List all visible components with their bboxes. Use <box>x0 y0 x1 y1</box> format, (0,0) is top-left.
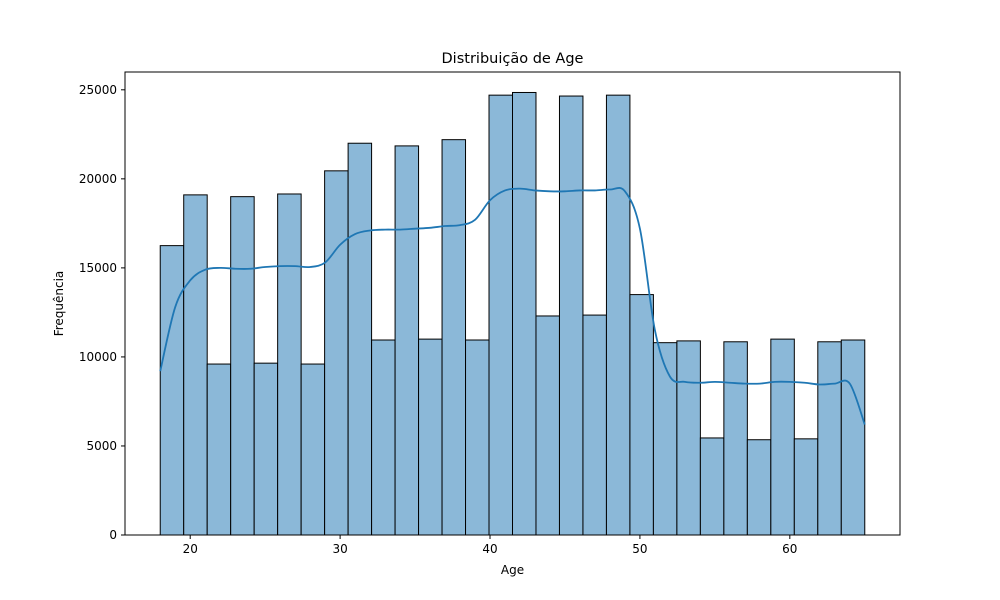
x-tick-label: 60 <box>782 542 797 556</box>
y-axis-title: Frequência <box>52 271 66 337</box>
histogram-bar <box>699 437 725 536</box>
x-tick-label: 30 <box>332 542 347 556</box>
y-tick-label: 25000 <box>79 83 117 97</box>
y-tick-label: 0 <box>109 528 117 542</box>
histogram-bar <box>817 341 842 536</box>
histogram-bar <box>371 339 396 536</box>
y-axis: 0 5000 10000 15000 20000 25000 <box>79 83 125 542</box>
x-tick-label: 50 <box>632 542 647 556</box>
histogram-bar <box>441 139 467 536</box>
histogram-bar <box>793 438 819 536</box>
histogram-bar <box>159 245 185 536</box>
y-tick-label: 5000 <box>86 439 117 453</box>
histogram-bar <box>253 362 279 536</box>
histogram-bar <box>652 342 678 536</box>
plot-frame <box>124 71 901 536</box>
x-axis-title: Age <box>501 563 524 577</box>
histogram-bar <box>277 193 302 536</box>
x-tick-label: 20 <box>183 542 198 556</box>
histogram-bar <box>582 314 607 536</box>
histogram-bar <box>558 95 584 536</box>
histogram-bar <box>488 94 513 536</box>
histogram-bar <box>723 341 748 536</box>
histogram-bar <box>206 363 232 536</box>
histogram-bar <box>394 145 420 536</box>
histogram-bar <box>770 338 795 536</box>
histogram-bar <box>418 338 443 536</box>
histogram-bar <box>840 339 866 536</box>
x-axis: 20 30 40 50 60 <box>183 535 797 556</box>
histogram-bar <box>230 196 255 536</box>
histogram-bar <box>300 363 326 536</box>
histogram-bar <box>183 194 208 536</box>
x-tick-label: 40 <box>482 542 497 556</box>
histogram-bar <box>535 315 560 536</box>
kde-line <box>159 187 866 425</box>
histogram-bar <box>676 340 701 536</box>
histogram-bar <box>512 91 537 536</box>
bars-group <box>159 91 866 536</box>
histogram-bar <box>465 339 490 536</box>
histogram-bar <box>746 439 772 536</box>
kde-group <box>159 187 866 425</box>
y-tick-label: 20000 <box>79 172 117 186</box>
chart-title: Distribuição de Age <box>442 51 584 67</box>
histogram-bar <box>324 170 349 536</box>
histogram-bar <box>347 142 373 536</box>
y-tick-label: 10000 <box>79 350 117 364</box>
histogram-bar <box>629 294 654 536</box>
y-tick-label: 15000 <box>79 261 117 275</box>
histogram-bar <box>605 94 631 536</box>
